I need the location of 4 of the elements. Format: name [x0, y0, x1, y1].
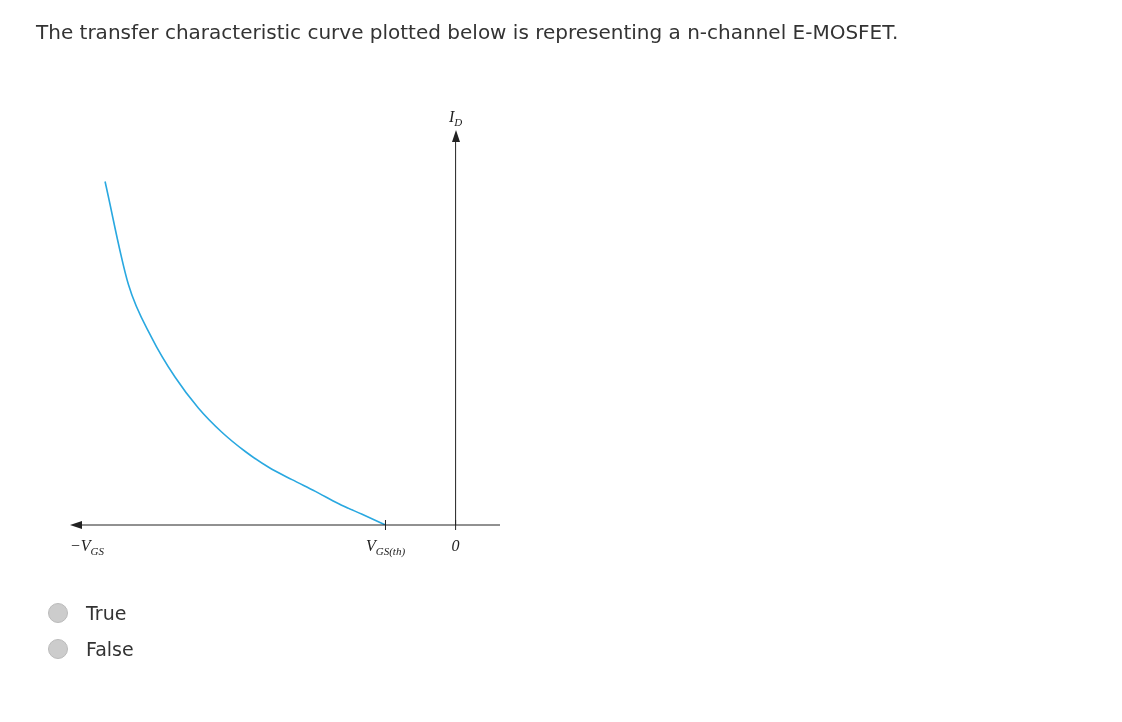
x-tick-label: 0: [451, 537, 460, 554]
chart-title: The transfer characteristic curve plotted below is representing a n-channel E-MOSFET.: [36, 20, 899, 44]
text: True: [86, 602, 127, 624]
text: False: [86, 638, 134, 660]
